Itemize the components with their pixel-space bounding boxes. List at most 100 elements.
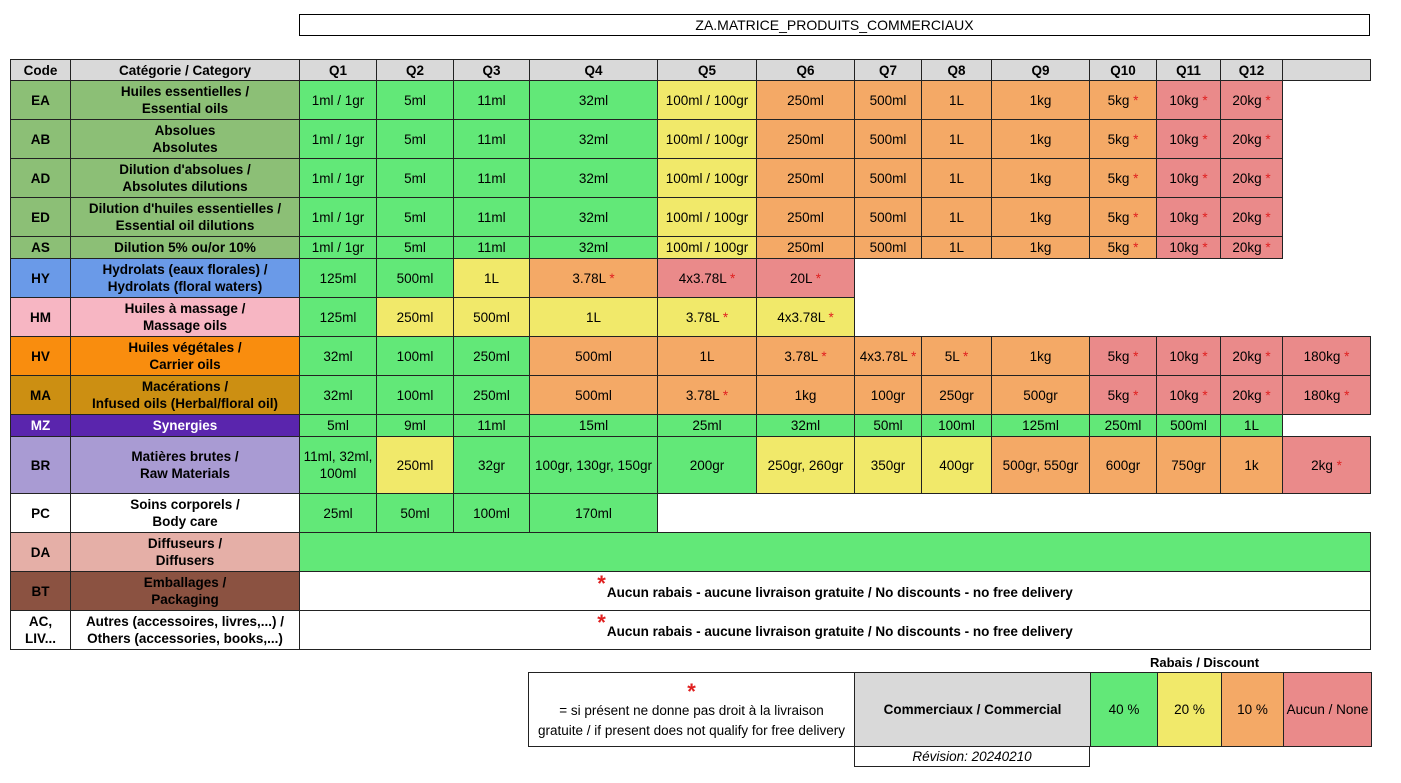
quantity-cell: 15ml — [529, 414, 658, 437]
asterisk-note-line2: gratuite / if present does not qualify f… — [538, 723, 845, 738]
no-free-delivery-asterisk: * — [1133, 387, 1139, 403]
row-category: Synergies — [70, 414, 300, 437]
quantity-cell: 100ml / 100gr — [657, 80, 757, 120]
quantity-cell: 10kg * — [1156, 158, 1221, 198]
quantity-cell: 250ml — [756, 158, 855, 198]
row-code: AS — [10, 236, 71, 259]
column-header: Q5 — [657, 59, 757, 81]
quantity-cell: 10kg * — [1156, 375, 1221, 415]
quantity-cell: 1L — [1220, 414, 1283, 437]
quantity-cell: 250ml — [756, 80, 855, 120]
discount-level-40: 40 % — [1090, 672, 1158, 747]
quantity-cell: 5ml — [299, 414, 377, 437]
quantity-cell: 4x3.78L * — [756, 297, 855, 337]
column-header — [1282, 59, 1371, 81]
quantity-cell: 180kg * — [1282, 336, 1371, 376]
asterisk-icon: * — [597, 610, 606, 635]
quantity-cell: 5kg * — [1089, 375, 1157, 415]
no-discount-note: *Aucun rabais - aucune livraison gratuit… — [299, 610, 1371, 650]
product-row-as: AS Dilution 5% ou/or 10% 1ml / 1gr 5ml 11ml 3… — [10, 236, 1371, 259]
quantity-cell: 100ml / 100gr — [657, 236, 757, 259]
no-free-delivery-asterisk: * — [1133, 170, 1139, 186]
no-free-delivery-asterisk: * — [1133, 209, 1139, 225]
column-header: Q3 — [453, 59, 530, 81]
quantity-cell: 32ml — [756, 414, 855, 437]
no-free-delivery-asterisk: * — [730, 270, 736, 286]
quantity-cell: 500ml — [529, 336, 658, 376]
quantity-cell: 11ml — [453, 158, 530, 198]
quantity-cell: 5L * — [921, 336, 992, 376]
row-code: HM — [10, 297, 71, 337]
header-row: Code Catégorie / Category Q1 Q2 Q3 Q4 Q5 Q6 Q7 Q8… — [10, 59, 1371, 81]
no-free-delivery-asterisk: * — [1133, 240, 1139, 255]
quantity-cell: 5ml — [376, 236, 454, 259]
discount-title: Rabais / Discount — [1149, 655, 1260, 670]
row-category: Matières brutes / Raw Materials — [70, 436, 300, 494]
no-free-delivery-asterisk: * — [1202, 131, 1208, 147]
product-row-mz: MZ Synergies 5ml 9ml 11ml 15ml 25ml 32ml 50ml 100… — [10, 414, 1371, 437]
row-category: Huiles essentielles / Essential oils — [70, 80, 300, 120]
product-row-br: BR Matières brutes / Raw Materials 11ml, 32… — [10, 436, 1371, 494]
quantity-cell: 500ml — [854, 236, 922, 259]
no-free-delivery-asterisk: * — [815, 270, 822, 286]
quantity-cell: 1kg — [991, 236, 1090, 259]
quantity-cell: 100ml — [453, 493, 530, 533]
row-code: BT — [10, 571, 71, 611]
quantity-cell: 250ml — [376, 436, 454, 494]
quantity-cell: 2kg * — [1282, 436, 1371, 494]
quantity-cell: 500gr — [991, 375, 1090, 415]
asterisk-note: * = si présent ne donne pas droit à la l… — [528, 672, 855, 747]
quantity-cell: 1k — [1220, 436, 1283, 494]
no-free-delivery-asterisk: * — [1265, 387, 1271, 403]
quantity-cell: 10kg * — [1156, 80, 1221, 120]
no-free-delivery-asterisk: * — [1265, 240, 1271, 255]
quantity-cell: 10kg * — [1156, 236, 1221, 259]
quantity-cell: 500gr, 550gr — [991, 436, 1090, 494]
quantity-cell: 1L — [921, 119, 992, 159]
quantity-cell: 20kg * — [1220, 375, 1283, 415]
quantity-cell: 20kg * — [1220, 119, 1283, 159]
quantity-cell: 1kg — [756, 375, 855, 415]
empty-cell — [1283, 198, 1371, 237]
quantity-cell: 100gr — [854, 375, 922, 415]
quantity-cell: 5kg * — [1089, 119, 1157, 159]
product-row-ea: EA Huiles essentielles / Essential oils 1ml… — [10, 80, 1371, 120]
no-free-delivery-asterisk: * — [1202, 92, 1208, 108]
quantity-cell: 600gr — [1089, 436, 1157, 494]
product-row-hv: HV Huiles végétales / Carrier oils 32ml 100m… — [10, 336, 1371, 376]
no-free-delivery-asterisk: * — [821, 348, 827, 364]
no-free-delivery-asterisk: * — [1202, 348, 1208, 364]
matrix-title: ZA.MATRICE_PRODUITS_COMMERCIAUX — [299, 14, 1370, 36]
product-row-ad: AD Dilution d'absolues / Absolutes dilutio… — [10, 158, 1371, 198]
quantity-cell: 500ml — [1156, 414, 1221, 437]
no-free-delivery-asterisk: * — [1265, 348, 1271, 364]
quantity-cell: 125ml — [991, 414, 1090, 437]
product-row-pc: PC Soins corporels / Body care 25ml 50ml 100m… — [10, 493, 1371, 533]
quantity-cell: 5ml — [376, 197, 454, 237]
row-code: HV — [10, 336, 71, 376]
quantity-cell: 5kg * — [1089, 80, 1157, 120]
quantity-cell: 250ml — [376, 297, 454, 337]
column-header: Q10 — [1089, 59, 1157, 81]
revision-label: Révision: 20240210 — [854, 746, 1090, 767]
quantity-cell: 11ml — [453, 197, 530, 237]
quantity-cell: 125ml — [299, 258, 377, 298]
no-free-delivery-asterisk: * — [722, 309, 729, 325]
row-category: Dilution 5% ou/or 10% — [70, 236, 300, 259]
quantity-cell: 32ml — [529, 80, 658, 120]
quantity-cell: 10kg * — [1156, 119, 1221, 159]
column-header: Q9 — [991, 59, 1090, 81]
quantity-cell: 250ml — [453, 375, 530, 415]
row-code: MZ — [10, 414, 71, 437]
column-header: Q11 — [1156, 59, 1221, 81]
quantity-cell: 5kg * — [1089, 158, 1157, 198]
quantity-cell: 250ml — [453, 336, 530, 376]
quantity-cell: 500ml — [376, 258, 454, 298]
quantity-cell: 500ml — [453, 297, 530, 337]
quantity-cell: 1ml / 1gr — [299, 80, 377, 120]
quantity-cell: 250ml — [756, 119, 855, 159]
column-header: Q4 — [529, 59, 658, 81]
quantity-cell: 250gr — [921, 375, 992, 415]
quantity-cell: 32ml — [529, 158, 658, 198]
column-header: Q1 — [299, 59, 377, 81]
